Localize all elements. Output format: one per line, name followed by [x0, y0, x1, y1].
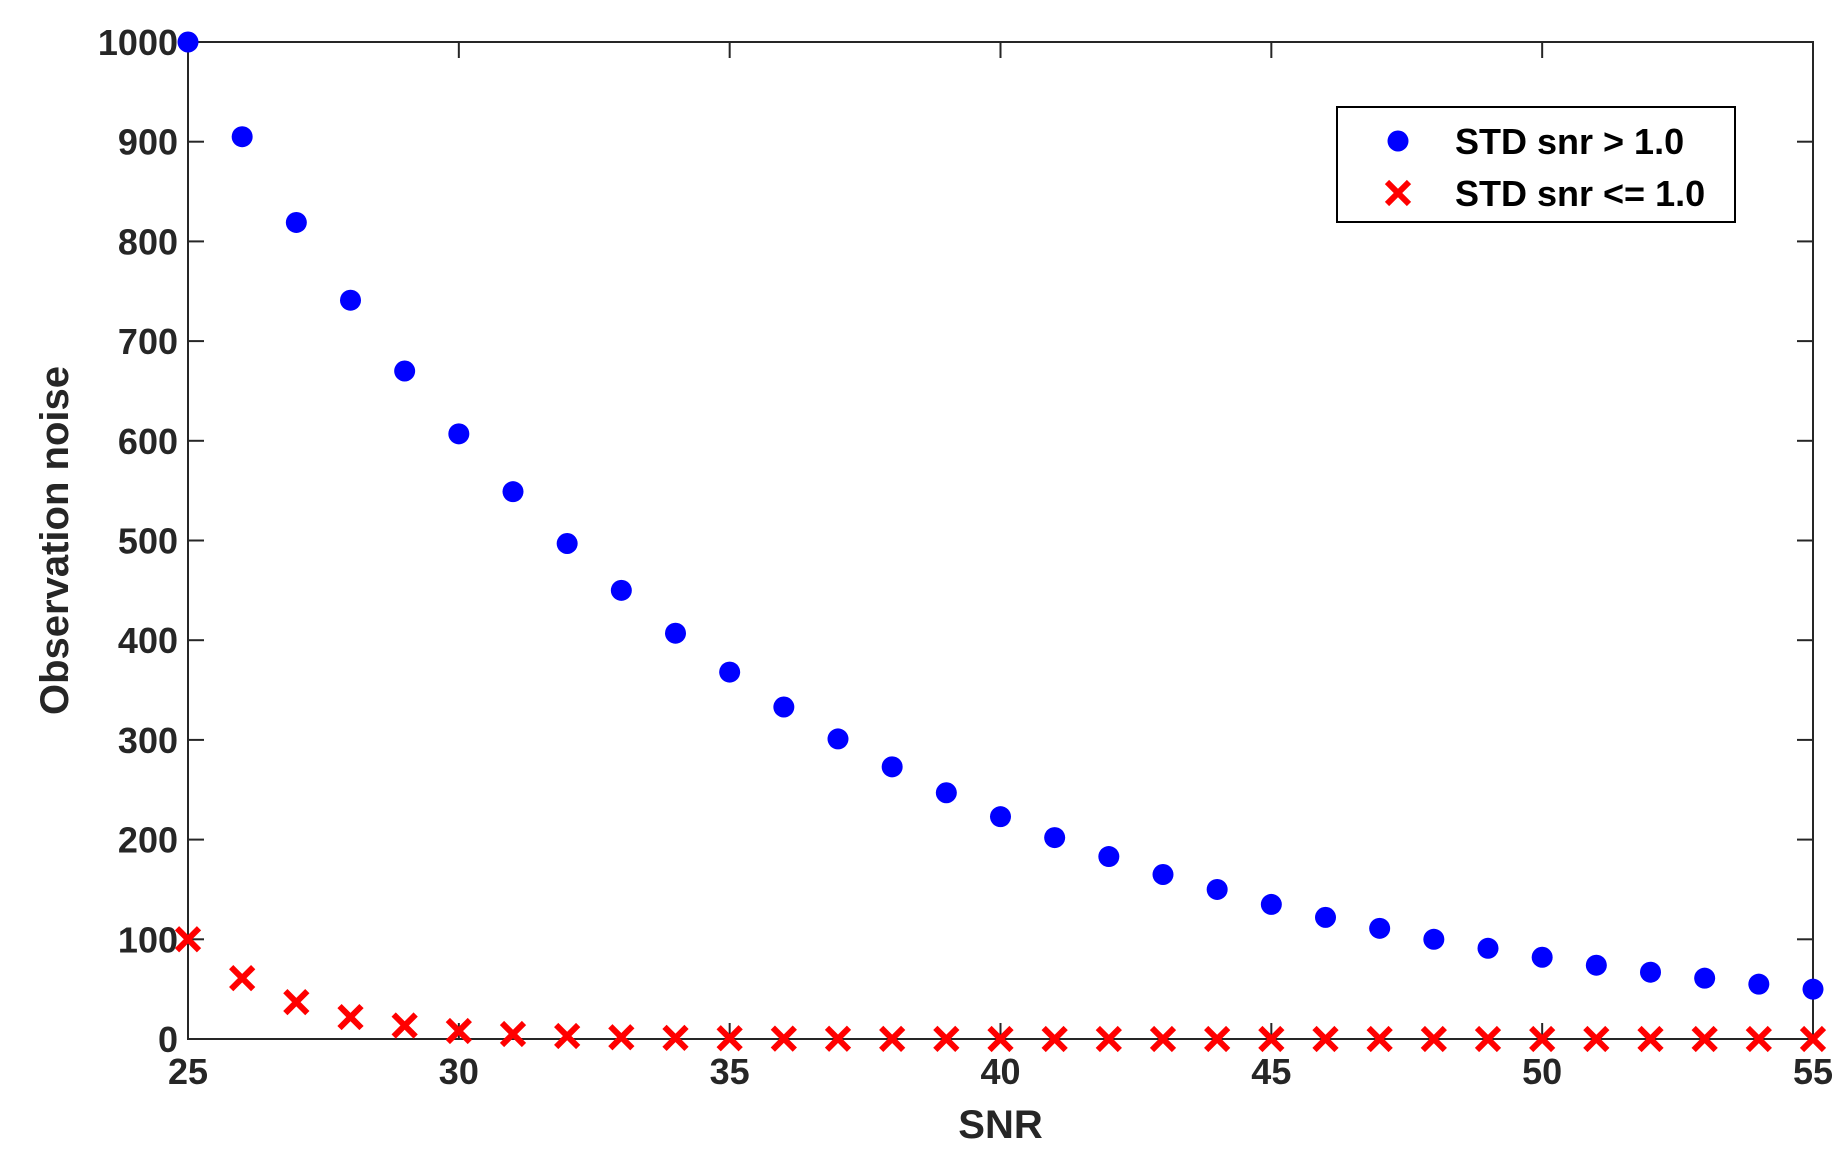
legend-box	[1336, 106, 1736, 223]
y-tick-label: 100	[118, 919, 178, 960]
legend-marker-x	[1384, 179, 1412, 207]
data-point-x	[174, 926, 202, 953]
y-tick-label: 500	[118, 521, 178, 562]
y-tick-label: 400	[118, 620, 178, 661]
x-tick-label: 25	[168, 1051, 208, 1092]
data-point-circle	[881, 756, 903, 778]
data-point-x	[1204, 1025, 1231, 1053]
data-point-x	[608, 1024, 635, 1051]
data-point-circle	[1044, 827, 1066, 849]
y-tick-label: 0	[158, 1019, 178, 1060]
data-point-x	[824, 1025, 852, 1052]
data-point-x	[879, 1025, 906, 1052]
data-point-x	[229, 965, 256, 992]
data-point-circle	[1585, 954, 1607, 976]
data-point-x	[770, 1025, 797, 1052]
data-point-x	[1312, 1025, 1339, 1053]
data-point-circle	[1369, 917, 1391, 939]
data-point-circle	[1260, 893, 1282, 915]
data-point-circle	[285, 211, 307, 233]
data-point-circle	[935, 782, 957, 804]
data-point-x	[1799, 1025, 1827, 1053]
data-point-x	[1529, 1025, 1556, 1053]
x-axis-title: SNR	[958, 1103, 1043, 1147]
data-point-x	[391, 1012, 418, 1039]
data-point-x	[1745, 1025, 1772, 1053]
data-point-circle	[610, 579, 632, 601]
legend-label: STD snr <= 1.0	[1455, 173, 1705, 214]
data-point-x	[1583, 1025, 1610, 1053]
y-tick-label: 1000	[98, 22, 178, 63]
data-point-circle	[773, 696, 795, 718]
data-point-x	[554, 1022, 581, 1050]
x-tick-label: 30	[439, 1051, 479, 1092]
data-point-circle	[394, 360, 416, 382]
x-tick-label: 35	[710, 1051, 750, 1092]
data-point-x	[933, 1025, 960, 1053]
data-point-x	[987, 1025, 1014, 1053]
legend-marker-circle	[1387, 130, 1409, 152]
data-point-circle	[231, 126, 253, 148]
data-point-x	[337, 1003, 364, 1031]
data-point-circle	[177, 31, 199, 53]
data-point-x	[716, 1025, 743, 1052]
axes: 25 30 35 40 45 50 55 0 100 200 300 400 500 600 700 800 9…	[98, 22, 1833, 1092]
legend-label: STD snr > 1.0	[1455, 121, 1684, 162]
data-point-circle	[827, 728, 849, 750]
data-point-circle	[1315, 906, 1336, 928]
data-point-circle	[340, 289, 361, 311]
data-point-circle	[1477, 937, 1499, 959]
data-point-x	[1041, 1025, 1068, 1053]
data-point-x	[1149, 1025, 1177, 1053]
y-axis-title: Observation noise	[33, 366, 77, 715]
data-point-circle	[1640, 961, 1661, 983]
data-point-circle	[1748, 973, 1770, 995]
data-point-circle	[1152, 863, 1174, 885]
x-tick-label: 40	[980, 1051, 1020, 1092]
legend: STD snr > 1.0 STD snr <= 1.0	[1336, 106, 1736, 223]
series-2	[174, 926, 1827, 1053]
data-point-circle	[1423, 928, 1445, 950]
data-point-x	[1637, 1025, 1664, 1053]
data-point-x	[1474, 1025, 1502, 1053]
data-point-x	[1420, 1025, 1447, 1053]
data-point-x	[1691, 1025, 1718, 1053]
data-point-x	[1258, 1025, 1285, 1053]
data-point-circle	[719, 661, 741, 683]
data-point-circle	[1694, 967, 1716, 989]
data-point-circle	[448, 423, 470, 445]
data-point-x	[499, 1020, 527, 1048]
data-point-circle	[1098, 846, 1120, 868]
x-tick-label: 55	[1793, 1051, 1833, 1092]
y-tick-label: 700	[118, 321, 178, 362]
data-point-x	[1095, 1025, 1122, 1053]
plot-area	[174, 31, 1827, 1053]
data-point-x	[283, 988, 310, 1016]
data-point-circle	[1206, 878, 1228, 900]
y-tick-label: 300	[118, 720, 178, 761]
y-tick-label: 800	[118, 221, 178, 262]
data-point-circle	[1802, 978, 1824, 1000]
y-tick-label: 900	[118, 122, 178, 163]
data-point-x	[445, 1017, 472, 1045]
data-point-circle	[665, 622, 686, 644]
data-point-circle	[502, 481, 524, 503]
data-point-x	[1366, 1025, 1393, 1053]
data-point-circle	[556, 532, 578, 554]
x-tick-label: 45	[1251, 1051, 1291, 1092]
y-tick-label: 200	[118, 820, 178, 861]
y-tick-label: 600	[118, 421, 178, 462]
data-point-x	[662, 1024, 689, 1052]
data-point-circle	[1531, 946, 1553, 968]
x-tick-label: 50	[1522, 1051, 1562, 1092]
data-point-circle	[990, 806, 1011, 828]
series-1	[177, 31, 1824, 1000]
